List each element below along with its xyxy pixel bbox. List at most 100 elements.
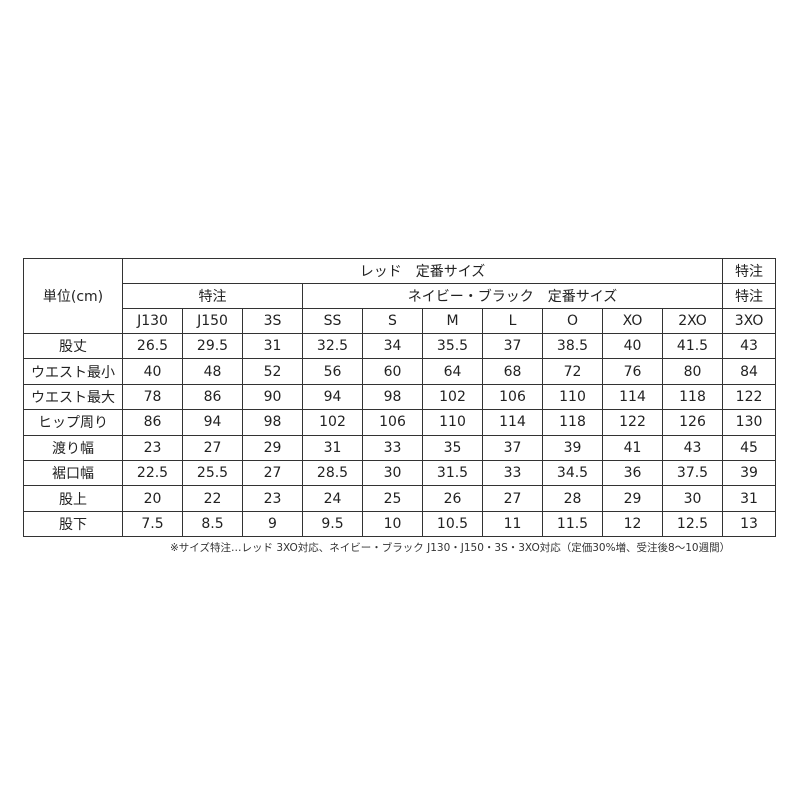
table-cell: 31 — [242, 332, 303, 360]
table-cell: 29 — [242, 434, 303, 461]
table-cell: 110 — [422, 409, 483, 436]
table-row: ウエスト最大 78 86 90 94 98 102 106 110 114 118 122 — [23, 383, 777, 411]
table-cell: 20 — [122, 485, 183, 512]
table-cell: 78 — [122, 383, 183, 411]
table-cell: 39 — [722, 459, 777, 487]
table-cell: 33 — [482, 459, 543, 487]
table-cell: 106 — [362, 409, 423, 436]
table-cell: 35.5 — [422, 332, 483, 360]
table-row: 股丈 26.5 29.5 31 32.5 34 35.5 37 38.5 40 41.5 43 — [23, 332, 777, 360]
size-header-cell: XO — [602, 308, 663, 334]
size-header-cell: 3XO — [722, 308, 777, 334]
size-header-cell: L — [482, 308, 543, 334]
table-cell: 110 — [542, 383, 603, 411]
special-left-header: 特注 — [122, 283, 303, 309]
table-cell: 80 — [661, 358, 724, 385]
table-cell: 98 — [362, 383, 423, 411]
size-header-cell: 3S — [242, 308, 303, 334]
table-cell: 38.5 — [542, 332, 603, 360]
navy-black-standard-header: ネイビー・ブラック 定番サイズ — [301, 283, 724, 309]
table-cell: 90 — [242, 383, 303, 411]
table-cell: 32.5 — [302, 332, 363, 360]
table-cell: 7.5 — [122, 510, 183, 538]
table-cell: 11 — [482, 510, 543, 538]
row-label: 股上 — [23, 485, 123, 512]
table-cell: 118 — [661, 383, 724, 411]
table-row: 股上 20 22 23 24 25 26 27 28 29 30 31 — [23, 485, 777, 512]
table-cell: 12.5 — [661, 510, 724, 538]
table-cell: 28 — [542, 485, 603, 512]
table-cell: 28.5 — [302, 459, 363, 487]
table-cell: 40 — [122, 358, 183, 385]
table-cell: 114 — [602, 383, 663, 411]
table-cell: 23 — [122, 434, 183, 461]
table-row: ウエスト最小 40 48 52 56 60 64 68 72 76 80 84 — [23, 358, 777, 385]
table-cell: 48 — [182, 358, 243, 385]
size-header-row: J130 J150 3S SS S M L O XO 2XO 3XO — [24, 308, 777, 334]
table-cell: 41.5 — [661, 332, 724, 360]
size-header-cell: M — [422, 308, 483, 334]
table-cell: 31 — [302, 434, 363, 461]
table-cell: 26.5 — [122, 332, 183, 360]
unit-label: 単位(cm) — [23, 258, 123, 334]
table-cell: 25 — [362, 485, 423, 512]
footnote: ※サイズ特注…レッド 3XO対応、ネイビー・ブラック J130・J150・3S・… — [170, 542, 731, 554]
table-cell: 8.5 — [182, 510, 243, 538]
table-cell: 84 — [722, 358, 777, 385]
size-header-cell: O — [542, 308, 603, 334]
table-cell: 40 — [602, 332, 663, 360]
table-cell: 41 — [602, 434, 663, 461]
size-table: 単位(cm) レッド 定番サイズ 特注 特注 ネイビー・ブラック 定番サイズ 特… — [23, 258, 777, 538]
table-cell: 12 — [602, 510, 663, 538]
table-cell: 25.5 — [182, 459, 243, 487]
table-cell: 34.5 — [542, 459, 603, 487]
table-cell: 68 — [482, 358, 543, 385]
table-cell: 35 — [422, 434, 483, 461]
table-cell: 9 — [242, 510, 303, 538]
table-cell: 72 — [542, 358, 603, 385]
table-cell: 86 — [182, 383, 243, 411]
table-row: 渡り幅 23 27 29 31 33 35 37 39 41 43 45 — [23, 434, 777, 461]
table-row: 股下 7.5 8.5 9 9.5 10 10.5 11 11.5 12 12.5 13 — [23, 510, 777, 538]
size-header-cell: J130 — [122, 308, 183, 334]
size-header-cell: J150 — [182, 308, 243, 334]
table-cell: 45 — [722, 434, 777, 461]
table-cell: 11.5 — [542, 510, 603, 538]
table-cell: 31.5 — [422, 459, 483, 487]
table-cell: 64 — [422, 358, 483, 385]
red-standard-header: レッド 定番サイズ — [121, 258, 724, 284]
table-cell: 27 — [182, 434, 243, 461]
table-cell: 102 — [422, 383, 483, 411]
row-label: 股丈 — [23, 332, 123, 360]
table-cell: 31 — [722, 485, 777, 512]
table-cell: 27 — [482, 485, 543, 512]
table-cell: 94 — [182, 409, 243, 436]
table-cell: 37 — [482, 332, 543, 360]
table-cell: 30 — [362, 459, 423, 487]
table-cell: 10 — [362, 510, 423, 538]
table-cell: 24 — [302, 485, 363, 512]
row-label: 裾口幅 — [23, 459, 123, 487]
size-header-cell: 2XO — [661, 308, 724, 334]
table-cell: 126 — [661, 409, 724, 436]
table-cell: 22 — [182, 485, 243, 512]
row-label: ウエスト最小 — [23, 358, 123, 385]
table-cell: 60 — [362, 358, 423, 385]
table-cell: 37.5 — [661, 459, 724, 487]
header-row-1: 単位(cm) レッド 定番サイズ 特注 — [23, 258, 777, 334]
row-label: 股下 — [23, 510, 123, 538]
row-label: ヒップ周り — [23, 409, 123, 436]
table-cell: 29.5 — [182, 332, 243, 360]
header-row-2: 特注 ネイビー・ブラック 定番サイズ 特注 — [24, 283, 777, 309]
table-cell: 76 — [602, 358, 663, 385]
table-cell: 39 — [542, 434, 603, 461]
table-cell: 43 — [661, 434, 724, 461]
row-label: ウエスト最大 — [23, 383, 123, 411]
table-cell: 114 — [482, 409, 543, 436]
table-cell: 122 — [602, 409, 663, 436]
table-row: ヒップ周り 86 94 98 102 106 110 114 118 122 126 130 — [23, 409, 777, 436]
special-right-header: 特注 — [722, 283, 777, 309]
size-header-cell: S — [362, 308, 423, 334]
table-cell: 43 — [722, 332, 777, 360]
table-cell: 10.5 — [422, 510, 483, 538]
